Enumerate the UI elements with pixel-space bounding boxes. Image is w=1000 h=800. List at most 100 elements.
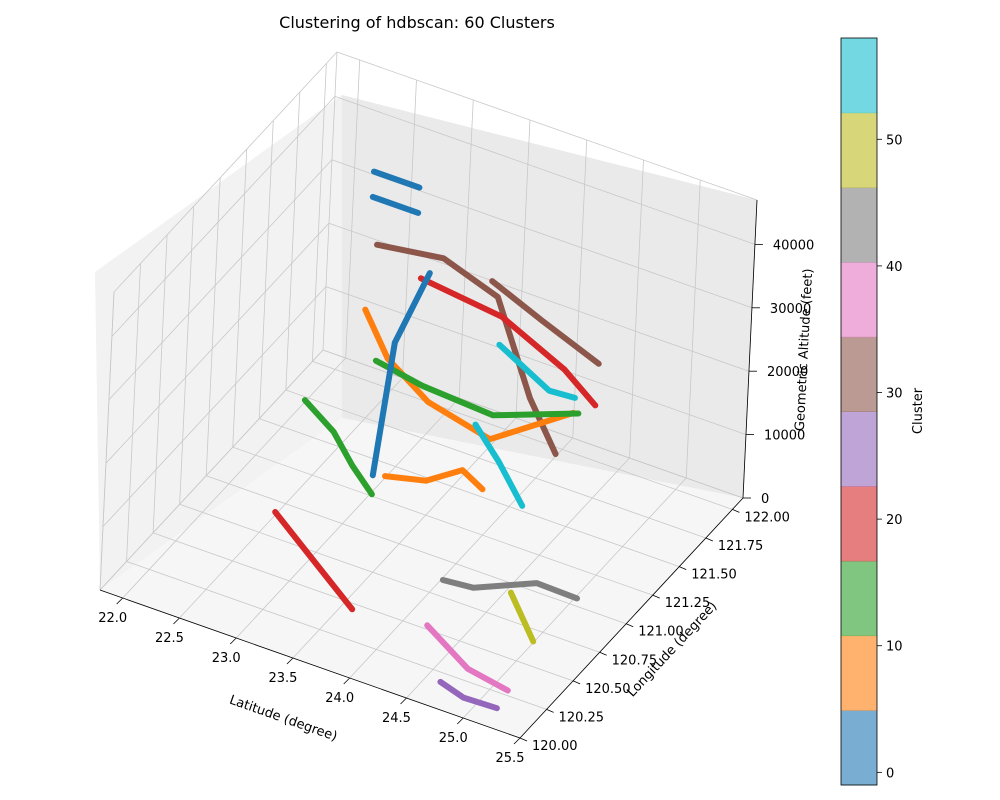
x-tick-label: 23.0 bbox=[212, 651, 241, 666]
y-tick-mark bbox=[652, 594, 660, 599]
cluster-track-8 bbox=[301, 397, 375, 498]
z-gridline-left bbox=[105, 222, 330, 464]
colorbar-segment bbox=[841, 38, 877, 114]
colorbar-segment bbox=[841, 187, 877, 263]
z-tick-label: 10000 bbox=[764, 429, 805, 444]
x-tick-labels: 22.0 22.5 23.0 23.5 24.0 24.5 25.0 25.5 bbox=[98, 597, 525, 766]
x-tick-mark bbox=[116, 597, 123, 605]
y-tick-mark bbox=[705, 537, 713, 542]
y-tick-labels: 120.00 120.25 120.50 120.75 121.00 121.25 121.… bbox=[519, 509, 790, 754]
colorbar-ticks: 0 10 20 30 40 50 bbox=[877, 133, 903, 781]
pane-edge bbox=[113, 51, 338, 293]
y-tick-mark bbox=[572, 680, 581, 685]
y-gridline-left bbox=[232, 149, 248, 448]
y-tick-label: 120.00 bbox=[532, 739, 578, 754]
x-gridline-back bbox=[629, 159, 644, 459]
cluster-track-13 bbox=[437, 678, 500, 712]
colorbar-tick-label: 0 bbox=[886, 766, 894, 781]
x-gridline-back bbox=[458, 99, 474, 399]
colorbar-segment bbox=[841, 560, 877, 637]
x-tick-mark bbox=[173, 617, 180, 625]
x-tick-mark bbox=[229, 637, 237, 645]
colorbar-tick-label: 20 bbox=[886, 513, 903, 528]
colorbar-label: Cluster bbox=[911, 387, 926, 434]
x-tick-label: 24.5 bbox=[382, 711, 411, 726]
y-axis-label: Longitude (degree) bbox=[625, 599, 721, 700]
y-tick-mark bbox=[732, 509, 740, 513]
y-tick-label: 120.25 bbox=[559, 710, 605, 725]
colorbar-tick-label: 40 bbox=[886, 260, 903, 275]
colorbar-segment bbox=[841, 112, 877, 188]
y-gridline-left bbox=[311, 63, 327, 362]
x-gridline-back bbox=[345, 59, 361, 359]
x-axis-line bbox=[99, 589, 521, 739]
x-gridline-back bbox=[572, 139, 588, 439]
x-tick-mark bbox=[343, 677, 351, 685]
pane-edge bbox=[99, 349, 324, 591]
y-tick-label: 121.00 bbox=[638, 625, 684, 640]
x-tick-mark bbox=[400, 697, 407, 705]
y-tick-mark bbox=[546, 709, 554, 713]
y-gridline-left bbox=[126, 263, 141, 562]
data-tracks bbox=[272, 168, 602, 712]
cluster-track-15 bbox=[489, 278, 602, 367]
colorbar-segment bbox=[841, 336, 877, 412]
colorbar-frame bbox=[840, 37, 878, 786]
x-tick-mark bbox=[286, 657, 294, 665]
colorbar: 0 10 20 30 40 50 Cluster bbox=[840, 37, 926, 786]
y-gridline-floor bbox=[206, 475, 627, 625]
y-tick-label: 120.75 bbox=[612, 653, 658, 668]
y-gridline-floor bbox=[126, 561, 547, 710]
cluster-track-9 bbox=[272, 509, 356, 613]
colorbar-segment bbox=[841, 411, 877, 487]
y-gridline-floor bbox=[285, 389, 706, 539]
y-tick-label: 122.00 bbox=[744, 510, 790, 525]
x-axis-label: Latitude (degree) bbox=[227, 693, 339, 745]
y-tick-label: 121.50 bbox=[691, 568, 737, 583]
cluster-track-16 bbox=[496, 341, 578, 401]
cluster-track-4 bbox=[362, 306, 577, 443]
pane-edge bbox=[99, 291, 115, 591]
colorbar-segment bbox=[841, 710, 877, 786]
z-gridline-back bbox=[334, 96, 756, 245]
y-tick-mark bbox=[679, 566, 687, 570]
y-gridline-left bbox=[205, 177, 221, 476]
z-gridline-left bbox=[108, 159, 333, 401]
colorbar-segments bbox=[841, 38, 877, 786]
cluster-track-7 bbox=[369, 270, 433, 479]
y-tick-label: 120.50 bbox=[585, 682, 631, 697]
y-tick-mark bbox=[626, 623, 634, 628]
y-gridline-left bbox=[179, 206, 195, 505]
x-tick-label: 25.0 bbox=[439, 731, 468, 746]
y-gridline-floor bbox=[152, 532, 574, 682]
x-tick-mark bbox=[456, 717, 464, 725]
z-gridline-left bbox=[102, 286, 327, 527]
cluster-track-14 bbox=[507, 589, 537, 645]
y-gridline-left bbox=[285, 91, 301, 391]
colorbar-segment bbox=[841, 486, 877, 562]
x-tick-label: 22.0 bbox=[98, 611, 127, 626]
x-tick-label: 24.0 bbox=[325, 691, 354, 706]
colorbar-segment bbox=[841, 635, 877, 711]
cluster-track-10 bbox=[382, 467, 486, 493]
y-gridline-left bbox=[258, 120, 274, 419]
y-gridline-floor bbox=[232, 446, 653, 596]
x-tick-label: 22.5 bbox=[155, 631, 184, 646]
z-axis-label: Geometric Altitude (feet) bbox=[793, 268, 816, 431]
z-gridline-back bbox=[325, 286, 747, 435]
y-gridline-floor bbox=[312, 361, 733, 510]
cluster-track-0 bbox=[371, 168, 423, 191]
y-tick-label: 121.25 bbox=[665, 596, 711, 611]
y-gridline-left bbox=[152, 234, 168, 533]
z-tick-label: 40000 bbox=[773, 238, 814, 253]
colorbar-tick-label: 50 bbox=[886, 133, 903, 148]
colorbar-segment bbox=[841, 262, 877, 338]
y-tick-mark bbox=[519, 737, 528, 742]
chart-title: Clustering of hdbscan: 60 Clusters bbox=[279, 13, 555, 32]
cluster-track-12 bbox=[424, 622, 511, 694]
z-tick-label: 30000 bbox=[770, 302, 811, 317]
pane-edge bbox=[336, 51, 758, 201]
x-tick-label: 25.5 bbox=[496, 751, 525, 766]
x-tick-label: 23.5 bbox=[268, 671, 297, 686]
